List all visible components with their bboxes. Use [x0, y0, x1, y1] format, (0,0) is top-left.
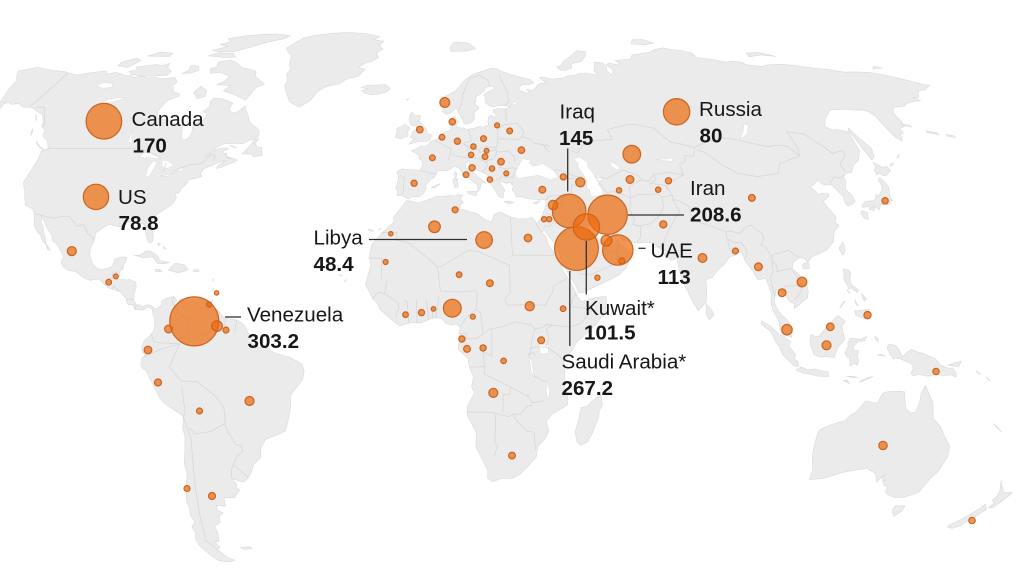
svg-text:267.2: 267.2: [562, 377, 614, 400]
svg-text:Russia: Russia: [699, 98, 762, 121]
svg-text:Kuwait*: Kuwait*: [585, 297, 655, 320]
svg-text:UAE: UAE: [651, 240, 693, 263]
svg-text:101.5: 101.5: [584, 322, 636, 345]
svg-text:Libya: Libya: [314, 227, 364, 250]
svg-text:48.4: 48.4: [314, 253, 355, 276]
svg-text:170: 170: [133, 135, 167, 158]
svg-text:80: 80: [700, 125, 723, 148]
svg-text:Iraq: Iraq: [560, 101, 596, 124]
svg-text:Saudi Arabia*: Saudi Arabia*: [562, 351, 687, 374]
svg-text:US: US: [118, 186, 147, 209]
svg-text:Iran: Iran: [690, 177, 726, 200]
svg-text:Canada: Canada: [132, 108, 205, 131]
svg-text:145: 145: [559, 127, 593, 150]
svg-text:78.8: 78.8: [119, 212, 159, 235]
svg-text:113: 113: [658, 266, 691, 289]
svg-text:303.2: 303.2: [248, 330, 300, 353]
svg-text:Venezuela: Venezuela: [247, 304, 344, 327]
svg-text:208.6: 208.6: [690, 204, 742, 227]
